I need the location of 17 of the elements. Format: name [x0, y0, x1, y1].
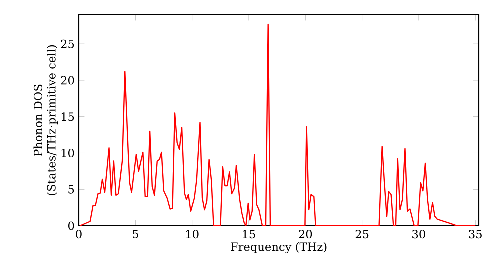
x-tick-label: 10 [186, 230, 199, 239]
x-tick-label: 25 [356, 230, 369, 239]
x-tick-label: 5 [133, 230, 138, 238]
x-tick-label: 0 [76, 230, 82, 239]
x-tick-label: 35 [469, 230, 482, 239]
y-tick-label: 5 [68, 185, 74, 194]
y-tick-label: 20 [61, 76, 74, 85]
y-tick-label: 25 [61, 40, 74, 48]
y-tick-label: 15 [62, 112, 74, 122]
y-tick-label: 10 [62, 148, 74, 158]
y-tick-label: 0 [68, 222, 74, 230]
x-tick-label: 30 [412, 230, 426, 239]
x-axis-title: Frequency (THz) [231, 242, 327, 254]
y-axis-title: Phonon DOS (States/THz·primitive cell) [34, 46, 58, 196]
line-series [80, 24, 476, 226]
x-tick-label: 15 [243, 230, 256, 239]
x-tick-label: 20 [299, 230, 312, 239]
